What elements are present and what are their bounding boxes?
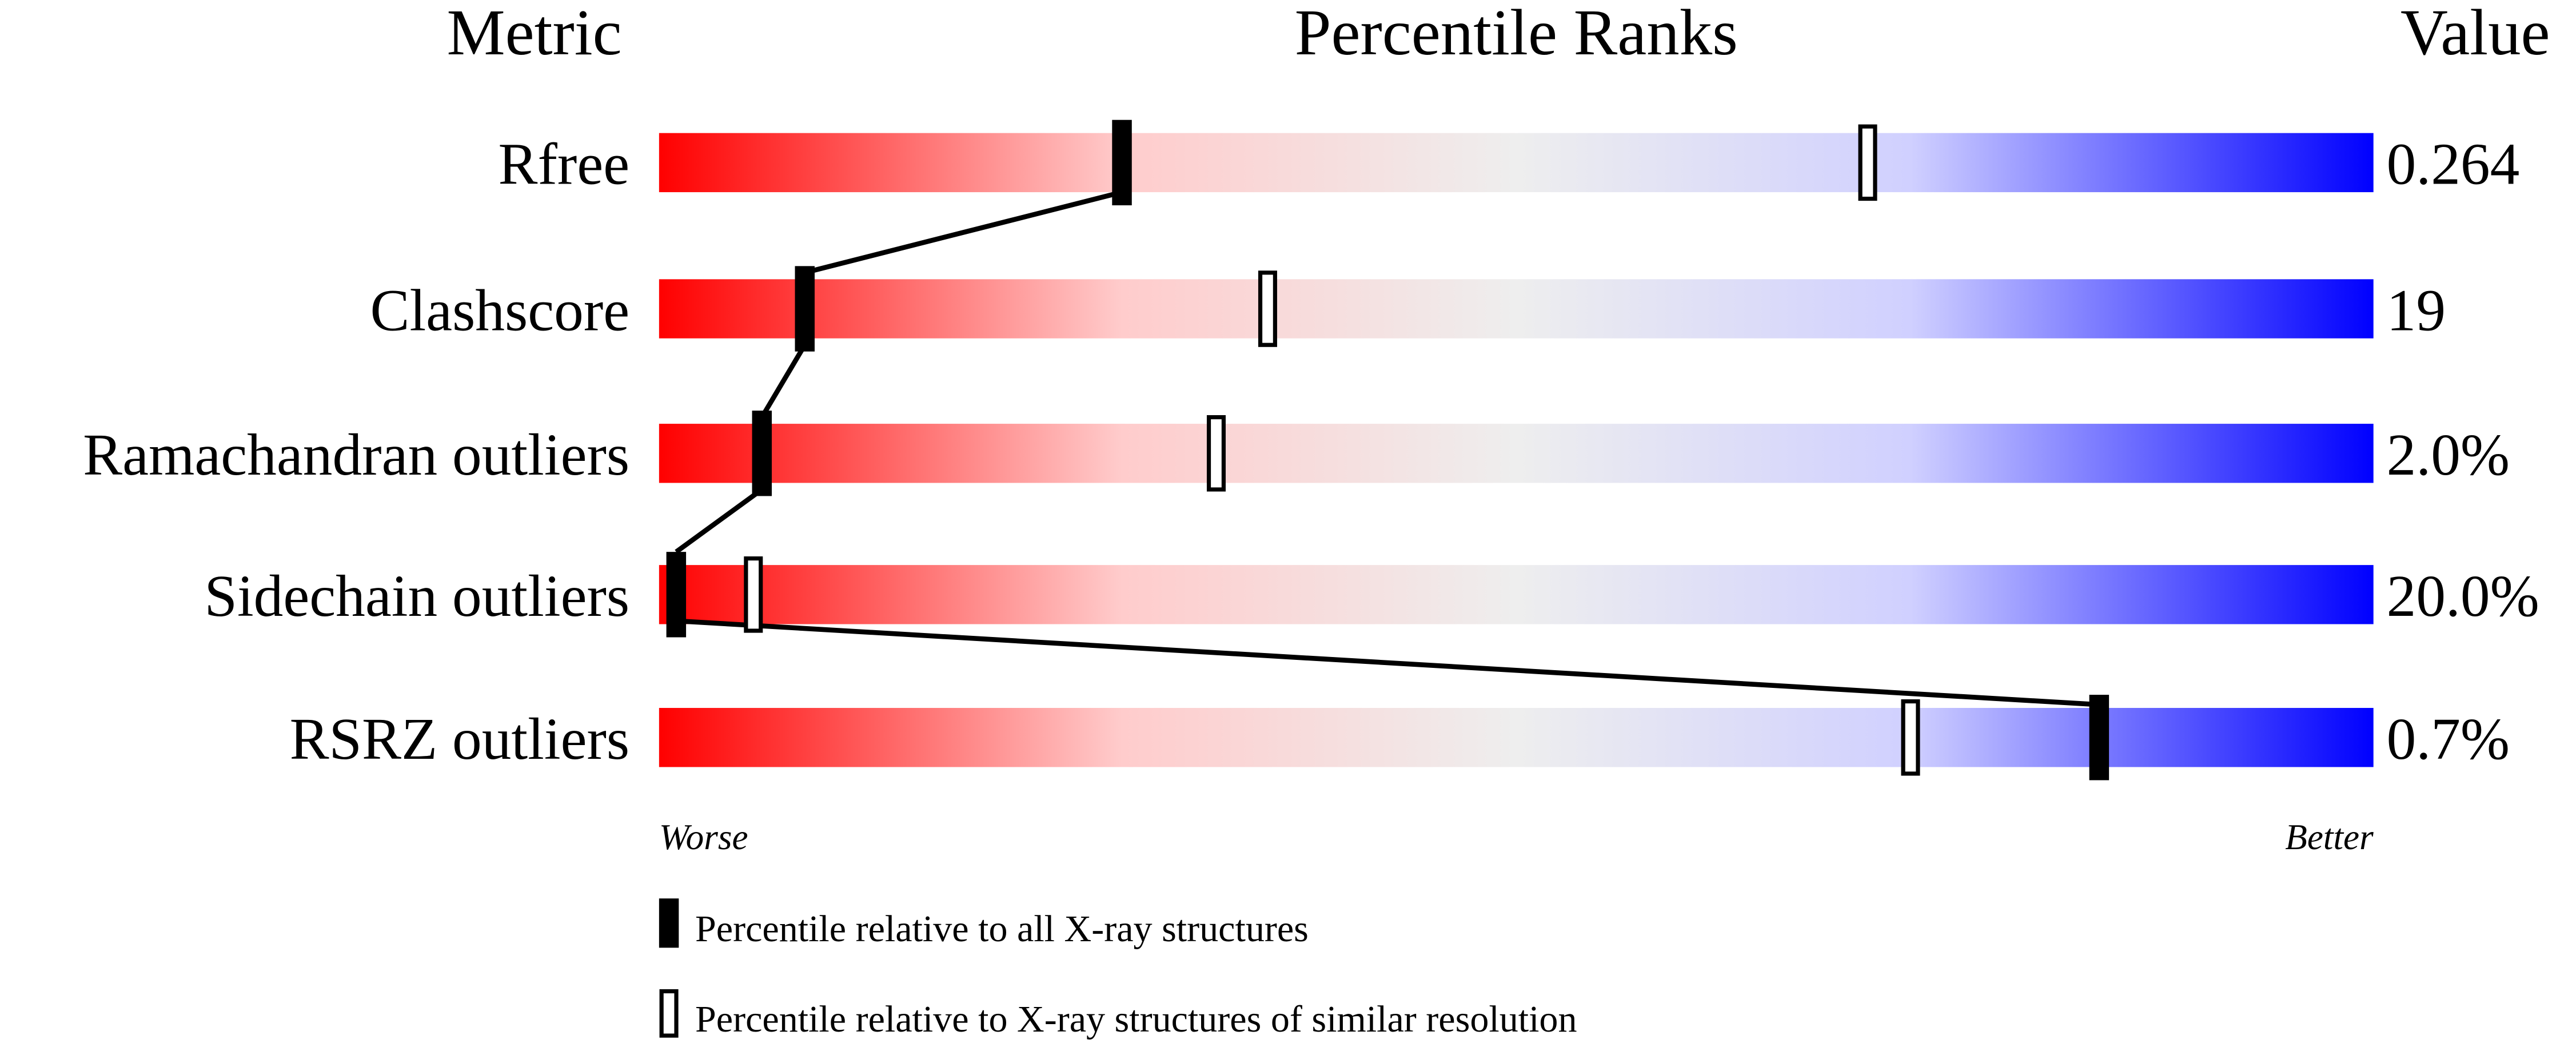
connector-line [804,189,1123,276]
metric-label: RSRZ outliers [290,707,630,772]
marker-all-structures [1112,120,1132,206]
marker-all-structures [752,411,772,496]
marker-all-structures [666,552,687,638]
connector-line [675,487,764,554]
value-label: 20.0% [2387,564,2539,629]
marker-similar-resolution [1258,270,1277,347]
marker-similar-resolution [1858,124,1877,201]
metric-label: Clashscore [370,278,629,343]
legend-filled-marker [659,898,679,948]
legend-open-marker [659,989,679,1038]
legend-all-label: Percentile relative to all X-ray structu… [695,908,1309,950]
axis-better-label: Better [2285,817,2374,857]
percentile-bar [659,708,2374,767]
connector-line [676,618,2100,707]
value-label: 2.0% [2387,423,2510,488]
axis-worse-label: Worse [659,817,748,857]
metric-label: Sidechain outliers [204,564,629,629]
legend-similar-label: Percentile relative to X-ray structures … [695,998,1577,1040]
marker-similar-resolution [1206,415,1226,492]
marker-all-structures [795,266,815,352]
connector-line [760,344,807,419]
percentile-bar [659,565,2374,624]
value-label: 0.7% [2387,707,2510,772]
percentile-bar [659,424,2374,483]
metric-label: Ramachandran outliers [83,423,629,488]
header-percentile-ranks: Percentile Ranks [1295,0,1738,69]
header-value: Value [2400,0,2550,69]
header-metric: Metric [446,0,621,69]
marker-similar-resolution [1901,699,1920,776]
marker-similar-resolution [744,556,763,633]
value-label: 19 [2387,278,2446,343]
metric-label: Rfree [499,132,630,197]
percentile-bar [659,279,2374,339]
marker-all-structures [2089,695,2110,781]
percentile-bar [659,133,2374,193]
value-label: 0.264 [2387,132,2520,197]
